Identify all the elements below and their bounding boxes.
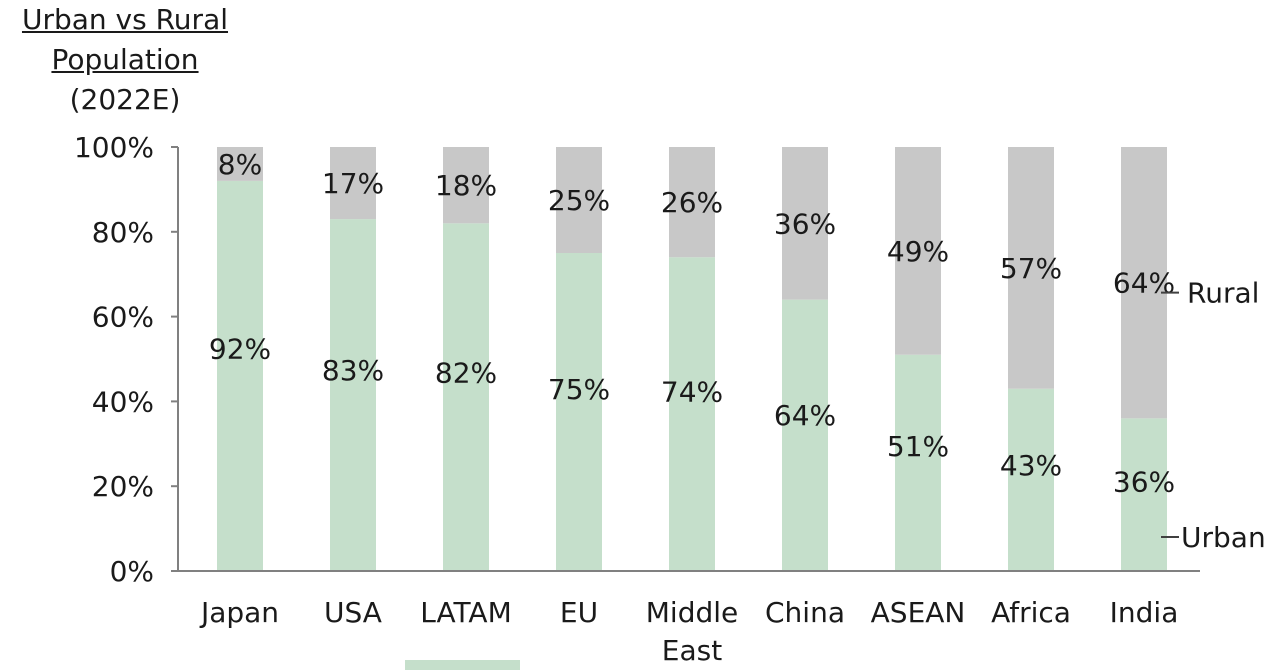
- data-label-rural-asean: 49%: [887, 235, 949, 268]
- bar-urban-eu: [556, 253, 602, 571]
- bars-layer: [217, 147, 1167, 572]
- data-labels-layer: 92% 8% 83% 17% 82% 18% 75% 25% 74% 26% 64% 36% 51% 49…: [209, 148, 1175, 499]
- data-label-urban-middle-east: 74%: [661, 375, 723, 408]
- y-tick-label-80: 80%: [92, 216, 154, 249]
- category-label-china: China: [765, 596, 845, 629]
- legend-swatch-urban: [405, 660, 520, 670]
- legend: Rural Urban: [405, 277, 1266, 670]
- bar-urban-middle-east: [669, 257, 715, 571]
- data-label-urban-china: 64%: [774, 399, 836, 432]
- y-tick-label-60: 60%: [92, 301, 154, 334]
- bar-rural-africa: [1008, 147, 1054, 389]
- bar-rural-china: [782, 147, 828, 300]
- y-tick-label-20: 20%: [92, 470, 154, 503]
- data-label-rural-china: 36%: [774, 207, 836, 240]
- bar-rural-eu: [556, 147, 602, 253]
- data-label-rural-africa: 57%: [1000, 252, 1062, 285]
- data-label-urban-africa: 43%: [1000, 449, 1062, 482]
- y-tick-label-0: 0%: [110, 555, 154, 588]
- category-label-usa: USA: [324, 596, 382, 629]
- y-tick-label-100: 100%: [74, 131, 154, 164]
- data-label-urban-japan: 92%: [209, 333, 271, 366]
- bar-rural-middle-east: [669, 147, 715, 258]
- chart-title-line-1: Urban vs Rural: [21, 3, 229, 36]
- data-label-rural-eu: 25%: [548, 184, 610, 217]
- data-label-urban-usa: 83%: [322, 354, 384, 387]
- data-label-urban-eu: 75%: [548, 373, 610, 406]
- data-label-urban-india: 36%: [1113, 466, 1175, 499]
- bar-urban-japan: [217, 180, 263, 572]
- y-tick-label-40: 40%: [92, 385, 154, 418]
- bar-urban-asean: [895, 354, 941, 571]
- category-label-eu: EU: [560, 596, 598, 629]
- category-label-latam: LATAM: [420, 596, 511, 629]
- legend-label-urban: Urban: [1181, 521, 1266, 554]
- data-label-rural-latam: 18%: [435, 169, 497, 202]
- chart-title-line-2: Population: [51, 43, 199, 76]
- bar-rural-usa: [330, 147, 376, 220]
- legend-label-rural: Rural: [1187, 277, 1259, 310]
- bar-urban-china: [782, 299, 828, 571]
- category-label-africa: Africa: [991, 596, 1071, 629]
- bar-rural-japan: [217, 147, 263, 181]
- bar-rural-asean: [895, 147, 941, 355]
- data-label-urban-latam: 82%: [435, 356, 497, 389]
- category-label-india: India: [1110, 596, 1179, 629]
- data-label-rural-middle-east: 26%: [661, 186, 723, 219]
- category-label-middle-east-line-2: East: [662, 634, 722, 667]
- data-label-rural-usa: 17%: [322, 167, 384, 200]
- axis-layer: Japan USA LATAM EU Middle East China ASEAN Afric…: [74, 131, 1200, 667]
- bar-urban-africa: [1008, 388, 1054, 571]
- data-label-rural-india: 64%: [1113, 267, 1175, 300]
- bar-rural-india: [1121, 147, 1167, 419]
- data-label-urban-asean: 51%: [887, 430, 949, 463]
- chart-title: Urban vs Rural Population (2022E): [0, 0, 250, 120]
- bar-urban-latam: [443, 223, 489, 571]
- data-label-rural-japan: 8%: [218, 148, 262, 181]
- category-label-middle-east-line-1: Middle: [646, 596, 739, 629]
- chart-title-line-3: (2022E): [69, 83, 181, 116]
- category-label-asean: ASEAN: [871, 596, 966, 629]
- bar-urban-india: [1121, 418, 1167, 571]
- bar-rural-latam: [443, 147, 489, 224]
- bar-urban-usa: [330, 219, 376, 571]
- category-label-japan: Japan: [199, 596, 279, 629]
